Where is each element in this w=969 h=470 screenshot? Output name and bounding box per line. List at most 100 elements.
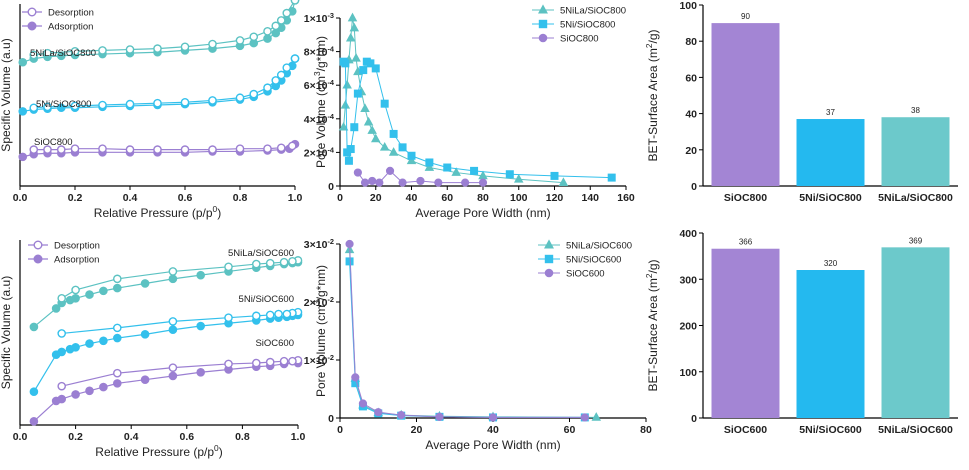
5NiLa/SiOC800-desorption-point [271,21,281,31]
pore800-y-tick-label: 2×10-4 [304,145,335,160]
SiOC800-desorption-point [43,145,52,154]
bet600-bar-value: 369 [909,236,923,245]
series-SiOC800 [18,139,300,162]
pore600-legend-marker [544,239,554,249]
iso600-series-label: SiOC600 [255,338,294,349]
bet800-y-tick-label: 0 [691,181,697,193]
SiOC600-adsorption-point [113,379,122,388]
bet600-y-tick-label: 200 [679,321,697,333]
5Ni/SiOC800-point [607,173,616,182]
iso800-x-tick-label: 0.8 [233,192,248,204]
5Ni/SiOC800-point [380,99,389,108]
5NiLa/SiOC800-desorption-point [263,26,272,36]
SiOC800-desorption-point [29,145,39,154]
5NiLa/SiOC800-point [360,103,370,113]
pore800-x-tick-label: 160 [617,192,635,204]
5Ni/SiOC800-desorption-point [208,96,217,105]
pore600-ylabel: Pore Volume (cm3/g*nm) [312,265,328,397]
5NiLa/SiOC800-point [340,100,351,109]
iso600-legend-marker [33,254,43,264]
SiOC600-desorption-point [57,381,67,391]
bet800-category-label: SiOC800 [724,192,767,204]
iso600-x-tick-label: 0.8 [235,431,250,443]
bet600-y-tick-label: 400 [679,228,697,240]
5Ni/SiOC600-adsorption-point [29,387,39,397]
SiOC800-point [416,176,425,186]
5NiLa/SiOC600-adsorption-point [29,322,39,332]
SiOC600-desorption-line [61,359,299,387]
iso600-xlabel: Relative Pressure (p/p0) [95,443,222,459]
bet800-bar [796,119,865,186]
pore600-y-tick-label: 3×10-2 [304,237,334,252]
5NiLa/SiOC600-adsorption-point [196,270,205,280]
SiOC600-adsorption-point [196,367,205,377]
SiOC800-point [434,178,443,187]
bet600-bar [796,270,865,418]
pore600-x-tick-label: 20 [411,424,423,436]
5Ni/SiOC800-point [398,143,407,152]
5Ni/SiOC600-adsorption-point [140,330,150,339]
5NiLa/SiOC800-point [406,155,417,165]
5NiLa/SiOC600-desorption-point [288,256,297,266]
iso600-x-tick-label: 0.0 [13,431,28,443]
5Ni/SiOC600-desorption-point [251,311,261,321]
5Ni/SiOC600-line [349,261,585,418]
iso800-series-label: 5Ni/SiOC800 [36,99,91,110]
pore600-xlabel: Average Pore Width (nm) [425,438,560,452]
5NiLa/SiOC600-line [349,249,597,418]
5NiLa/SiOC800-point [513,173,524,183]
bet800-bar-value: 90 [741,12,750,21]
pore800-x-tick-label: 60 [441,192,453,204]
5Ni/SiOC800-adsorption-point [18,107,28,116]
iso800-x-tick-label: 0.0 [13,192,28,204]
iso600-x-tick-label: 0.6 [179,431,194,443]
pore800-ylabel: Pore Volume (cm3/g*nm) [312,36,328,168]
iso600-x-tick-label: 0.4 [124,431,139,443]
bet800-y-tick-label: 20 [685,145,697,157]
5NiLa/SiOC800-point [351,52,361,62]
5Ni/SiOC800-point [407,151,416,160]
iso800-legend-marker [27,7,37,17]
bet800-category-label: 5NiLa/SiOC800 [878,192,953,204]
5NiLa/SiOC600-adsorption-point [113,283,122,293]
SiOC600-adsorption-point [57,394,67,404]
5NiLa/SiOC800-desorption-point [276,16,286,25]
bet600-y-tick-label: 100 [679,367,697,379]
SiOC600-desorption-point [265,357,275,367]
series-5Ni/SiOC600 [345,257,589,422]
iso800-xlabel: Relative Pressure (p/p0) [94,204,221,220]
pore800-x-tick-label: 40 [406,192,418,204]
iso600-x-tick-label: 1.0 [291,431,306,443]
SiOC600-adsorption-point [140,375,150,384]
panel-pore800: 0 20 40 60 80 100 120 140 160 0 2×10-4 4×10-4 6×10-4… [304,4,635,220]
series-SiOC800 [353,166,488,187]
5NiLa/SiOC800-point [345,32,356,42]
5NiLa/SiOC600-desorption-point [251,259,261,269]
5Ni/SiOC800-desorption-point [282,63,292,72]
panel-pore600: 0 20 40 60 80 0 1×10-2 2×10-2 3×10-2 Average Pore… [304,237,652,453]
SiOC800-point [385,166,395,175]
5NiLa/SiOC800-desorption-point [98,46,107,55]
5Ni/SiOC800-desorption-point [276,70,286,80]
5NiLa/SiOC800-desorption-point [29,50,39,60]
pore600-x-tick-label: 80 [640,424,652,436]
pore800-legend-marker [538,19,548,29]
series-5Ni/SiOC800 [18,54,300,116]
5Ni/SiOC600-adsorption-point [85,339,94,348]
5Ni/SiOC800-point [366,59,375,68]
5NiLa/SiOC800-point [367,125,377,134]
iso800-x-tick-label: 1.0 [288,192,303,204]
SiOC600-line [349,243,585,418]
5NiLa/SiOC800-line [343,17,564,184]
5Ni/SiOC800-desorption-point [70,101,80,111]
5NiLa/SiOC600-desorption-point [57,293,67,303]
bet600-category-label: 5Ni/SiOC600 [799,424,862,436]
5Ni/SiOC800-desorption-point [180,97,190,107]
5Ni/SiOC600-adsorption-point [196,321,205,331]
iso600-legend-marker [33,240,43,250]
SiOC600-point [374,408,383,417]
5NiLa/SiOC800-desorption-point [249,32,259,42]
pore800-legend-marker [538,4,548,14]
pore800-y-tick-label: 1×10-3 [304,11,334,26]
